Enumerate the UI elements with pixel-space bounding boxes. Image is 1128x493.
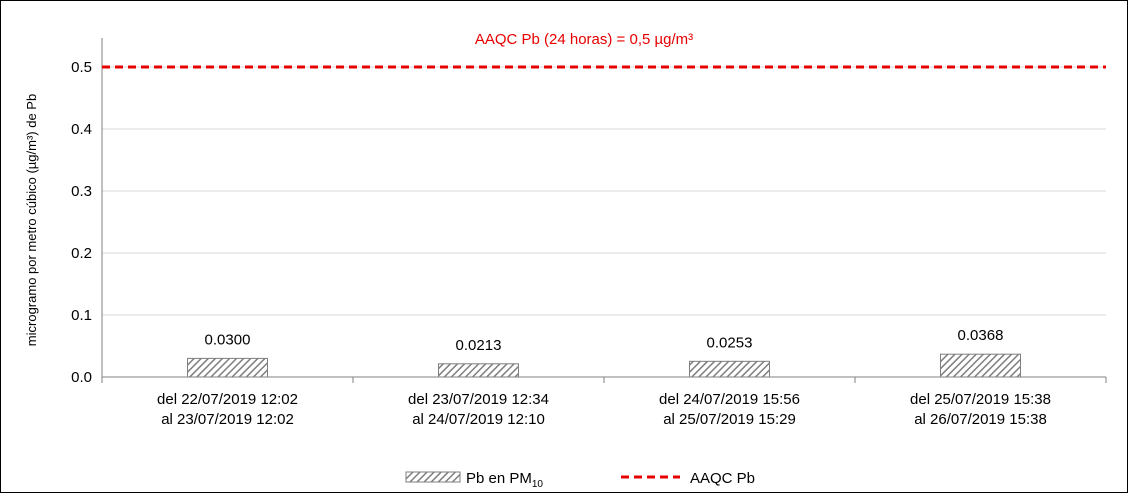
reference-line-group: AAQC Pb (24 horas) = 0,5 µg/m³	[102, 31, 1106, 69]
data-label: 0.0213	[456, 337, 502, 354]
x-axis: del 22/07/2019 12:02 al 23/07/2019 12:02 d…	[101, 376, 1107, 428]
x-tick-label: del 23/07/2019 12:34	[408, 391, 549, 408]
x-tick-label: del 22/07/2019 12:02	[157, 391, 298, 408]
bar	[438, 363, 519, 378]
data-label: 0.0368	[958, 327, 1004, 344]
legend-swatch-bar	[405, 471, 461, 483]
y-tick-label: 0.3	[71, 183, 92, 200]
y-tick-label: 0.5	[71, 59, 92, 76]
reference-line-label: AAQC Pb (24 horas) = 0,5 µg/m³	[475, 31, 693, 48]
bars: 0.0300 0.0213 0.0253 0.0368	[187, 327, 1021, 378]
legend-label-sub: 10	[532, 479, 544, 490]
gridlines	[102, 66, 1106, 316]
data-label: 0.0253	[707, 334, 753, 351]
legend-label-reference-line: AAQC Pb	[690, 470, 755, 487]
bar	[940, 353, 1021, 378]
x-tick-label: del 24/07/2019 15:56	[659, 391, 800, 408]
y-tick-label: 0.0	[71, 369, 92, 386]
x-tick-label: del 25/07/2019 15:38	[910, 391, 1051, 408]
x-tick-label: al 25/07/2019 15:29	[663, 411, 796, 428]
y-axis-label: microgramo por metro cúbico (µg/m³) de P…	[24, 94, 39, 346]
y-axis: 0.0 0.1 0.2 0.3 0.4 0.5	[71, 38, 103, 386]
x-tick-label: al 26/07/2019 15:38	[914, 411, 1047, 428]
x-tick-label: al 23/07/2019 12:02	[161, 411, 294, 428]
y-tick-label: 0.1	[71, 307, 92, 324]
bar	[689, 360, 770, 378]
legend: Pb en PM10 AAQC Pb	[405, 470, 755, 490]
bar	[187, 357, 268, 378]
x-tick-label: al 24/07/2019 12:10	[412, 411, 545, 428]
legend-label-bar: Pb en PM10	[466, 470, 543, 490]
data-label: 0.0300	[205, 331, 251, 348]
y-tick-label: 0.4	[71, 121, 92, 138]
legend-label-main: Pb en PM	[466, 470, 532, 487]
y-tick-label: 0.2	[71, 245, 92, 262]
